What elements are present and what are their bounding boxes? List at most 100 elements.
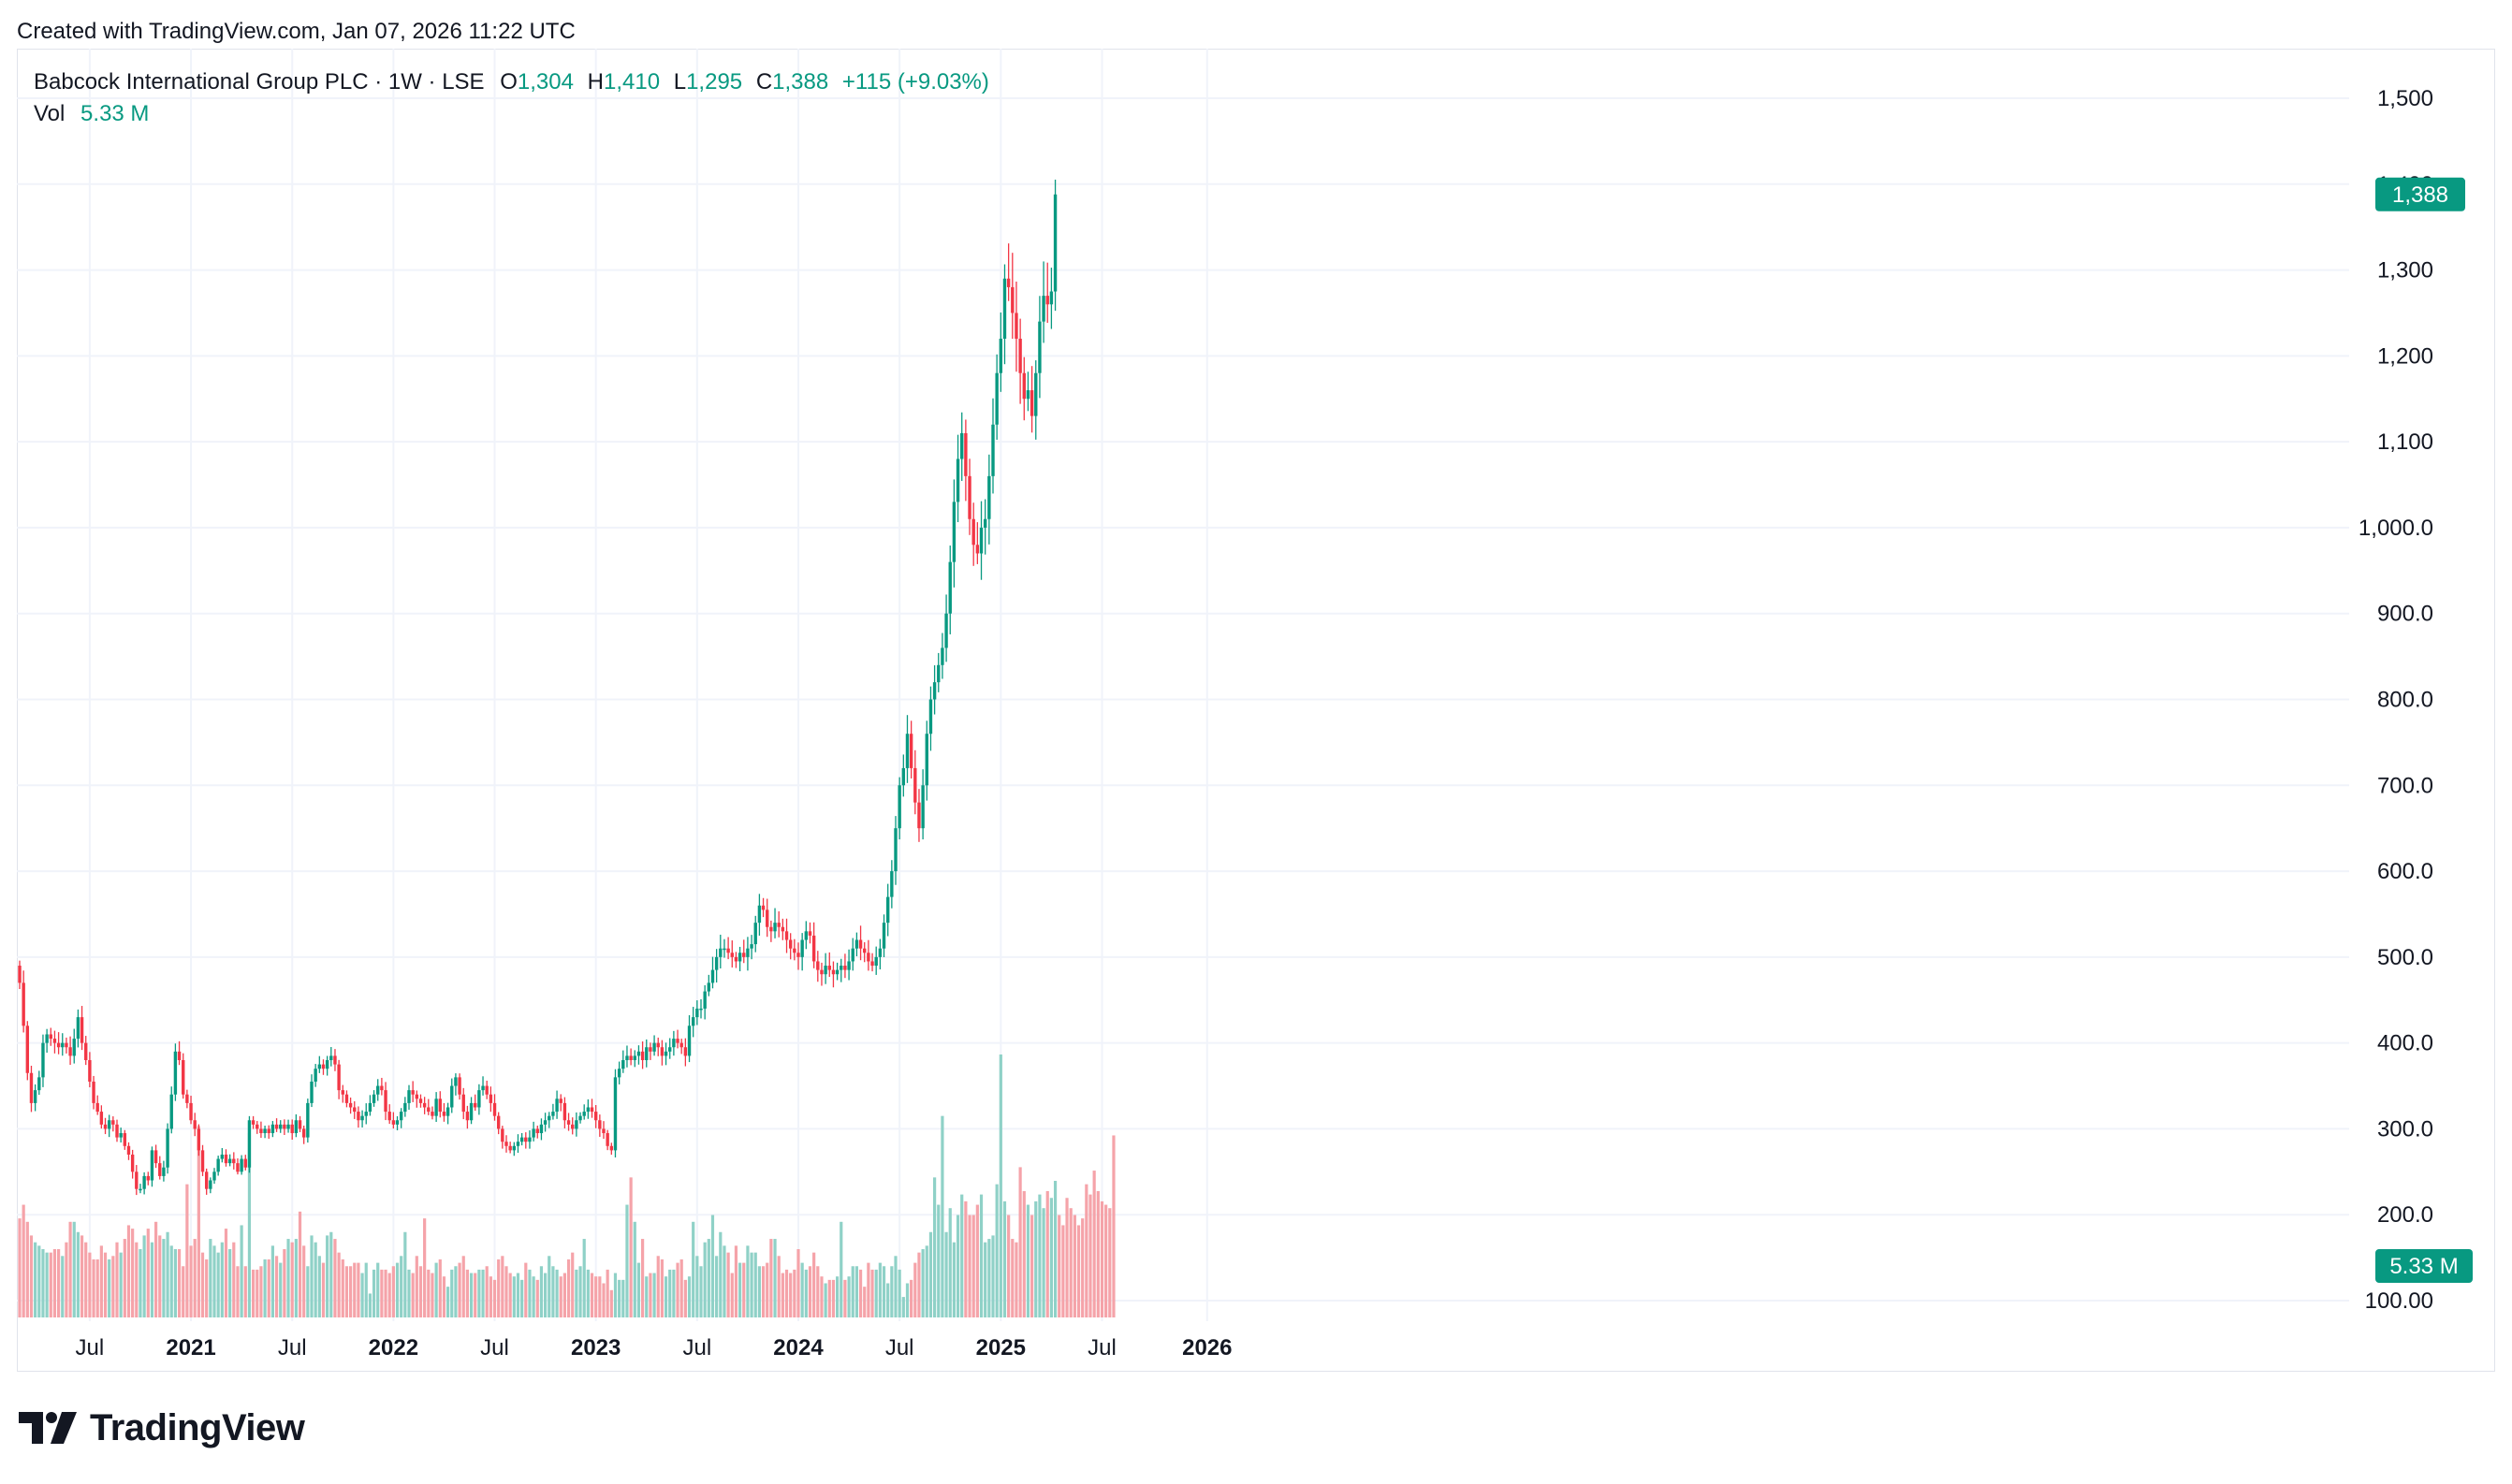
candle-body xyxy=(84,1042,88,1060)
volume-bar xyxy=(290,1242,294,1317)
volume-bar xyxy=(625,1204,629,1317)
candle-body xyxy=(991,424,995,476)
candle-body xyxy=(820,969,824,975)
candle-body xyxy=(76,1017,80,1040)
candle-body xyxy=(548,1115,551,1121)
low-label: L xyxy=(673,69,687,95)
volume-bar xyxy=(836,1276,840,1317)
volume-badge xyxy=(2375,1249,2473,1283)
candle-body xyxy=(835,969,840,975)
volume-bar xyxy=(283,1249,286,1317)
volume-bar xyxy=(551,1266,555,1317)
volume-bar xyxy=(582,1239,586,1317)
volume-bar xyxy=(65,1242,68,1317)
volume-bar xyxy=(344,1266,349,1317)
candle-body xyxy=(878,948,883,957)
volume-bar xyxy=(243,1266,247,1317)
volume-bar xyxy=(894,1256,898,1317)
volume-bar xyxy=(858,1269,863,1317)
candle-body xyxy=(808,931,812,936)
volume-bar xyxy=(913,1262,917,1317)
candle-body xyxy=(454,1077,458,1086)
symbol-title[interactable]: Babcock International Group PLC · 1W · L… xyxy=(34,69,485,95)
volume-bar xyxy=(520,1279,524,1317)
volume-bar xyxy=(730,1273,734,1317)
volume-label[interactable]: Vol xyxy=(34,101,66,126)
candle-body xyxy=(847,961,851,970)
candle-body xyxy=(524,1137,528,1142)
candle-body xyxy=(695,1008,699,1018)
candle-body xyxy=(209,1180,212,1189)
volume-bar xyxy=(357,1262,360,1317)
candle-body xyxy=(22,982,25,1026)
candle-body xyxy=(123,1133,127,1146)
candle-body xyxy=(438,1098,442,1113)
volume-bar xyxy=(216,1252,220,1317)
candle-body xyxy=(384,1090,387,1113)
candle-body xyxy=(858,939,863,949)
volume-bar xyxy=(773,1239,777,1317)
candle-body xyxy=(516,1142,520,1146)
volume-bar xyxy=(870,1269,874,1317)
volume-bar xyxy=(68,1221,72,1317)
volume-bar xyxy=(840,1221,843,1317)
volume-bar xyxy=(162,1239,166,1317)
volume-bar xyxy=(263,1258,267,1317)
candle-body xyxy=(1018,339,1022,373)
volume-bar xyxy=(247,1132,252,1317)
volume-bar xyxy=(92,1258,95,1317)
candle-body xyxy=(928,699,933,735)
volume-bar xyxy=(1061,1225,1065,1317)
volume-bar xyxy=(154,1221,158,1317)
candle-body xyxy=(867,953,870,962)
volume-value: 5.33 M xyxy=(80,101,150,126)
candle-body xyxy=(150,1150,154,1181)
volume-bar xyxy=(843,1279,847,1317)
tradingview-logo[interactable]: TradingView xyxy=(19,1405,305,1450)
volume-bar xyxy=(960,1194,964,1317)
volume-bar xyxy=(400,1256,403,1317)
volume-bar xyxy=(777,1256,781,1317)
candle-body xyxy=(357,1112,360,1121)
volume-bar xyxy=(890,1266,894,1317)
volume-bar xyxy=(598,1276,602,1317)
volume-bar xyxy=(403,1231,407,1317)
volume-bar xyxy=(212,1245,216,1317)
candle-body xyxy=(874,956,878,967)
candle-body xyxy=(45,1034,49,1043)
candle-body xyxy=(590,1107,594,1113)
candle-body xyxy=(344,1094,349,1103)
volume-bar xyxy=(1011,1239,1015,1317)
candle-body xyxy=(301,1128,306,1138)
volume-bar xyxy=(766,1262,769,1317)
candle-body xyxy=(703,991,707,1009)
volume-bar xyxy=(108,1258,111,1317)
candle-body xyxy=(987,475,991,519)
volume-bar xyxy=(707,1239,710,1317)
volume-bar xyxy=(964,1200,968,1317)
candle-body xyxy=(477,1090,481,1108)
volume-bar xyxy=(668,1269,672,1317)
candle-body xyxy=(216,1158,220,1172)
candle-body xyxy=(707,982,711,992)
volume-bar xyxy=(224,1229,228,1317)
candle-body xyxy=(941,647,944,665)
volume-bar xyxy=(477,1269,481,1317)
candle-body xyxy=(465,1112,470,1121)
volume-bars xyxy=(18,1054,1116,1317)
volume-bar xyxy=(715,1256,719,1317)
y-tick-label: 800.0 xyxy=(2377,688,2433,713)
volume-bar xyxy=(252,1269,256,1317)
volume-bar xyxy=(1053,1181,1058,1317)
volume-bar xyxy=(710,1215,715,1317)
candle-body xyxy=(753,923,757,945)
y-tick-label: 400.0 xyxy=(2377,1031,2433,1056)
candle-body xyxy=(325,1060,329,1069)
volume-bar xyxy=(952,1242,956,1317)
candle-body xyxy=(189,1102,193,1121)
candle-body xyxy=(387,1112,391,1121)
volume-bar xyxy=(613,1273,618,1317)
volume-bar xyxy=(723,1245,726,1317)
candle-body xyxy=(411,1090,415,1095)
